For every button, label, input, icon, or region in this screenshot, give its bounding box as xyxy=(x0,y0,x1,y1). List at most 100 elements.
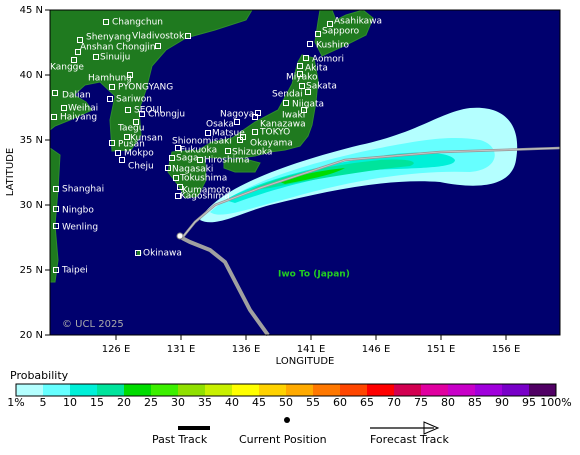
place-label: Saga xyxy=(176,154,198,164)
place-label: Sendai xyxy=(272,90,303,100)
place-marker xyxy=(169,155,175,161)
place-marker xyxy=(93,54,99,60)
place-marker xyxy=(119,157,125,163)
place-label: Nagasaki xyxy=(172,165,213,175)
x-axis-title: LONGITUDE xyxy=(276,356,335,367)
legend-swatch xyxy=(313,384,340,396)
legend-label: 60 xyxy=(333,396,347,409)
x-tick-label: 151 E xyxy=(427,344,456,355)
place-marker xyxy=(133,119,139,125)
legend-swatch xyxy=(259,384,286,396)
legend-swatch xyxy=(475,384,502,396)
y-tick-label: 20 N xyxy=(20,330,43,341)
place-label: Asahikawa xyxy=(334,17,382,27)
place-label: Sapporo xyxy=(322,27,360,37)
place-label: Osaka xyxy=(206,120,234,130)
place-marker xyxy=(197,157,203,163)
place-marker xyxy=(115,150,121,156)
place-label: Vladivostok xyxy=(132,32,185,42)
place-marker xyxy=(53,206,59,212)
copyright: © UCL 2025 xyxy=(62,319,124,330)
forecast-arrow-head xyxy=(423,421,440,435)
place-label: Iwaki xyxy=(282,111,305,121)
place-label: Shanghai xyxy=(62,185,104,195)
place-label: Weihai xyxy=(68,104,98,114)
place-label: Sariwon xyxy=(116,95,152,105)
place-marker xyxy=(125,107,131,113)
legend-swatch xyxy=(178,384,205,396)
place-marker xyxy=(255,110,261,116)
place-label: Shizuoka xyxy=(232,148,272,158)
place-marker xyxy=(51,114,57,120)
place-marker xyxy=(185,33,191,39)
place-marker xyxy=(305,89,311,95)
place-label: Kanazawa xyxy=(260,120,306,130)
place-marker xyxy=(299,83,305,89)
place-label: Kushiro xyxy=(316,41,350,51)
asia-mainland xyxy=(49,9,253,152)
place-marker xyxy=(71,57,77,63)
place-label: Matsue xyxy=(212,129,245,139)
legend-label: 85 xyxy=(468,396,482,409)
place-label: SEOUL xyxy=(134,106,164,116)
legend-swatch xyxy=(205,384,232,396)
place-marker xyxy=(173,175,179,181)
place-marker xyxy=(135,250,141,256)
map-frame xyxy=(49,9,561,336)
legend-label: 10 xyxy=(63,396,77,409)
place-label: Changchun xyxy=(112,18,163,28)
place-label: Ningbo xyxy=(62,206,94,216)
legend-label: 45 xyxy=(252,396,266,409)
place-marker xyxy=(175,145,181,151)
legend-title: Probability xyxy=(10,369,69,382)
place-marker xyxy=(177,184,183,190)
place-marker xyxy=(240,134,246,140)
legend-label: 1% xyxy=(7,396,24,409)
place-marker xyxy=(155,43,161,49)
place-label: Shionomisaki xyxy=(172,137,232,147)
place-marker xyxy=(165,165,171,171)
legend-swatch xyxy=(232,384,259,396)
legend-label: 30 xyxy=(171,396,185,409)
place-label: Wenling xyxy=(62,223,98,233)
place-marker xyxy=(53,267,59,273)
x-tick-label: 141 E xyxy=(297,344,326,355)
place-marker xyxy=(103,19,109,25)
place-label: Niigata xyxy=(292,100,324,110)
china-coast xyxy=(49,147,61,283)
place-marker xyxy=(315,31,321,37)
legend-label: 5 xyxy=(40,396,47,409)
place-label: Cheju xyxy=(128,162,154,172)
legend-label: 95 xyxy=(522,396,536,409)
legend-swatch xyxy=(97,384,124,396)
legend-swatch xyxy=(502,384,529,396)
legend-label: 15 xyxy=(90,396,104,409)
place-label: Miyako xyxy=(286,73,318,83)
legend-swatch xyxy=(124,384,151,396)
legend-swatch xyxy=(367,384,394,396)
place-marker xyxy=(61,105,67,111)
place-marker xyxy=(252,129,258,135)
legend-swatch xyxy=(43,384,70,396)
place-marker xyxy=(205,130,211,136)
place-marker xyxy=(234,119,240,125)
legend-swatch xyxy=(394,384,421,396)
legend-label: 80 xyxy=(441,396,455,409)
legend-swatch xyxy=(448,384,475,396)
place-marker xyxy=(109,140,115,146)
place-label: Shenyang xyxy=(86,33,131,43)
legend-label: 100% xyxy=(540,396,571,409)
y-tick-label: 35 N xyxy=(20,135,43,146)
legend-swatch xyxy=(70,384,97,396)
place-label: Dalian xyxy=(62,91,91,101)
place-marker xyxy=(327,21,333,27)
legend-label: 65 xyxy=(360,396,374,409)
legend-label: 50 xyxy=(279,396,293,409)
place-marker xyxy=(303,55,309,61)
place-label: Akita xyxy=(305,64,328,74)
place-label: Tokushima xyxy=(179,174,227,184)
ticks: 126 E 131 E 136 E 141 E 146 E 151 E 156 E 45 N 4… xyxy=(20,5,521,355)
place-marker xyxy=(75,49,81,55)
current-position-key xyxy=(284,417,290,423)
